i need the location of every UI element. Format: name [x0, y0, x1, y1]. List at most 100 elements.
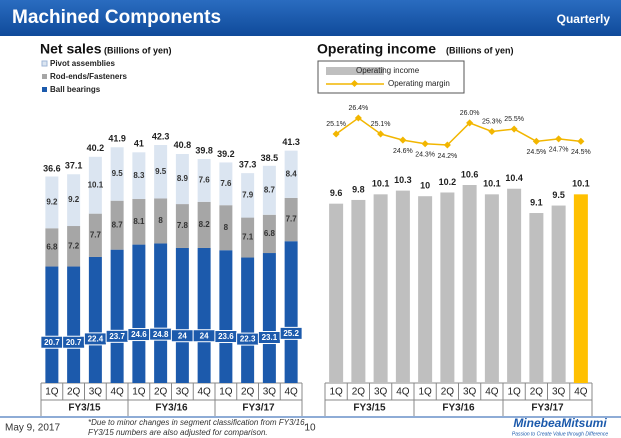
bar [329, 203, 344, 383]
page-number: 10 [304, 423, 316, 434]
value-label: 23.1 [262, 333, 278, 342]
value-label: 9.2 [68, 195, 80, 204]
value-label: 8.2 [199, 220, 211, 229]
bar-segment [241, 173, 255, 218]
total-label: 36.6 [43, 163, 61, 173]
value-label: 10.1 [483, 179, 501, 189]
chart-subtitle: (Billions of yen) [104, 45, 172, 55]
total-label: 41.9 [108, 134, 126, 144]
x-tick-label: 3Q [552, 387, 566, 398]
chart-subtitle: (Billions of yen) [446, 45, 514, 55]
line-marker [443, 141, 451, 149]
value-label: 8 [224, 223, 229, 232]
x-tick-label: 2Q [352, 387, 366, 398]
bar-segment [175, 204, 189, 248]
bar-segment [88, 213, 102, 257]
value-label: 10.1 [88, 180, 104, 189]
bar-segment [284, 150, 298, 198]
bar [395, 190, 410, 383]
value-label: 24.8 [153, 330, 169, 339]
x-tick-label: 4Q [110, 387, 124, 398]
value-label: 23.7 [109, 332, 125, 341]
bar-segment [88, 256, 102, 383]
bar-segment [241, 257, 255, 383]
header-bar [0, 0, 621, 36]
group-label: FY3/15 [353, 403, 386, 414]
x-tick-label: 1Q [132, 387, 146, 398]
bar-segment [132, 199, 146, 245]
value-label: 22.3 [240, 335, 256, 344]
value-label: 24 [200, 331, 209, 340]
bar [484, 194, 499, 383]
value-label: 7.9 [242, 190, 254, 199]
value-label: 9.6 [330, 188, 343, 198]
chart-title: Net sales [40, 41, 102, 57]
value-label: 7.6 [199, 176, 211, 185]
x-tick-label: 4Q [284, 387, 298, 398]
bar-segment [45, 228, 59, 267]
x-tick-label: 3Q [89, 387, 103, 398]
bar-segment [284, 197, 298, 242]
legend-label: Ball bearings [50, 85, 101, 94]
bar-segment [67, 226, 81, 267]
value-label: 6.8 [264, 229, 276, 238]
slide-label: Quarterly [557, 12, 611, 26]
bar [551, 205, 566, 383]
value-label: 20.7 [66, 338, 82, 347]
bar-segment [132, 244, 146, 383]
group-label: FY3/16 [155, 403, 188, 414]
legend-swatch [41, 60, 48, 67]
value-label: 9.5 [155, 167, 167, 176]
total-label: 40.2 [87, 143, 105, 153]
group-label: FY3/17 [531, 403, 564, 414]
value-label: 10.1 [572, 179, 590, 189]
legend-label: Pivot assemblies [50, 59, 115, 68]
bar [573, 194, 588, 383]
value-label: 24.5% [526, 149, 546, 156]
value-label: 7.8 [177, 221, 189, 230]
value-label: 8.7 [112, 220, 124, 229]
total-label: 37.3 [239, 160, 257, 170]
value-label: 10.4 [505, 173, 523, 183]
bar-segment [241, 217, 255, 258]
value-label: 10.1 [372, 179, 390, 189]
legend-swatch [326, 67, 384, 75]
value-label: 26.0% [460, 110, 480, 117]
footer-note: *Due to minor changes in segment classif… [88, 418, 307, 427]
x-tick-label: 1Q [45, 387, 59, 398]
line-marker [332, 130, 340, 138]
logo: MinebeaMitsumi [513, 416, 607, 430]
legend-swatch [42, 74, 47, 79]
value-label: 24.6% [393, 148, 413, 155]
bar-segment [45, 176, 59, 229]
x-tick-label: 4Q [197, 387, 211, 398]
bar-segment [219, 250, 233, 383]
x-tick-label: 1Q [507, 387, 521, 398]
x-tick-label: 3Q [374, 387, 388, 398]
bar-segment [262, 165, 276, 215]
value-label: 25.5% [504, 116, 524, 123]
value-label: 8.9 [177, 174, 189, 183]
value-label: 24.3% [415, 152, 435, 159]
bar-segment [154, 198, 168, 244]
bar-segment [110, 249, 124, 383]
legend-label: Operating income [356, 66, 420, 75]
total-label: 39.2 [217, 149, 235, 159]
value-label: 8.3 [133, 171, 145, 180]
line-marker [421, 140, 429, 148]
value-label: 9.8 [352, 184, 365, 194]
bar-segment [88, 156, 102, 214]
bar-segment [110, 147, 124, 201]
bar-segment [197, 201, 211, 248]
value-label: 6.8 [46, 243, 58, 252]
value-label: 25.1% [371, 121, 391, 128]
bar-segment [197, 159, 211, 202]
value-label: 10.3 [394, 175, 412, 185]
total-label: 40.8 [174, 140, 192, 150]
line-marker [377, 130, 385, 138]
line-marker [466, 119, 474, 127]
bar-segment [154, 243, 168, 383]
line-marker [488, 127, 496, 136]
bar [418, 196, 433, 383]
